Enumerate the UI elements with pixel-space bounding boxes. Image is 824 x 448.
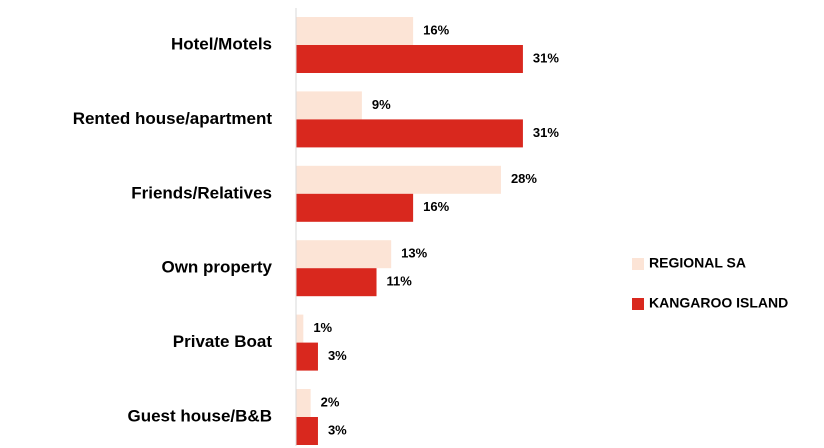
category-label: Private Boat	[173, 332, 273, 351]
value-label: 3%	[328, 348, 347, 363]
category-label: Friends/Relatives	[131, 183, 272, 202]
value-label: 13%	[401, 246, 427, 261]
bar	[296, 342, 318, 371]
bar	[296, 45, 523, 73]
bar	[296, 165, 501, 194]
value-label: 3%	[328, 422, 347, 437]
bar	[296, 240, 392, 269]
bar	[296, 17, 414, 45]
category-label: Own property	[161, 258, 272, 277]
bar	[296, 389, 311, 417]
value-label: 1%	[313, 320, 332, 335]
bar	[296, 91, 362, 120]
value-label: 9%	[372, 97, 391, 112]
bar	[296, 314, 304, 343]
legend-swatch	[632, 258, 644, 270]
value-label: 28%	[511, 171, 537, 186]
value-label: 16%	[423, 22, 449, 37]
bar	[296, 417, 318, 445]
legend-swatch	[632, 298, 644, 310]
bar	[296, 268, 377, 297]
value-label: 16%	[423, 199, 449, 214]
value-label: 2%	[321, 394, 340, 409]
legend-label: REGIONAL SA	[649, 255, 746, 271]
legend-label: KANGAROO ISLAND	[649, 295, 788, 311]
category-label: Guest house/B&B	[127, 406, 272, 425]
bar	[296, 119, 523, 148]
value-label: 11%	[387, 274, 413, 289]
bar	[296, 193, 414, 222]
value-label: 31%	[533, 125, 559, 140]
value-label: 31%	[533, 50, 559, 65]
category-label: Rented house/apartment	[73, 109, 273, 128]
category-label: Hotel/Motels	[171, 34, 272, 53]
